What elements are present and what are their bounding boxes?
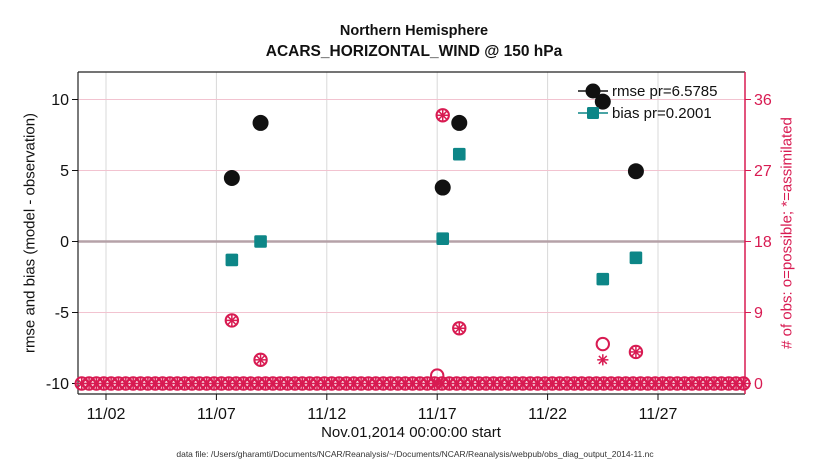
y-left-tick-label: 10: [51, 92, 69, 109]
obs-assimilated-point: [226, 314, 238, 326]
data-file-caption: data file: /Users/gharamti/Documents/NCA…: [176, 449, 654, 459]
rmse-point: [434, 179, 451, 196]
obs-possible-point: [224, 313, 240, 328]
y-left-tick-label: 5: [60, 163, 69, 180]
series-filled-circle: [223, 93, 644, 196]
x-axis-label: Nov.01,2014 00:00:00 start: [321, 424, 501, 441]
legend-label-bias: bias pr=0.2001: [612, 104, 712, 122]
y-left-tick-label: -10: [46, 376, 69, 393]
rmse-point: [627, 163, 644, 180]
chart-title: Northern Hemisphere: [339, 23, 489, 39]
zero-obs-row: [74, 376, 751, 391]
y-left-tick-label: -5: [55, 305, 69, 322]
obs-assimilated-point: [630, 346, 642, 358]
chart-subtitle: ACARS_HORIZONTAL_WIND @ 150 hPa: [265, 43, 563, 60]
y-left-tick-label: 0: [60, 234, 69, 251]
rmse-point: [223, 170, 240, 187]
x-tick-label: 11/22: [528, 406, 567, 423]
bias-point: [596, 272, 610, 286]
obs-assimilated-point: [437, 109, 449, 121]
x-tick-label: 11/02: [87, 406, 126, 423]
legend-label-rmse: rmse pr=6.5785: [612, 82, 718, 100]
bias-point: [225, 253, 239, 267]
axis-ticks: 11/02 11/07 11/12 11/17 11/22 11/27 -10 -5 0 5 10 0…: [46, 92, 772, 423]
obs-possible-point: [435, 108, 450, 123]
legend-item-rmse: rmse pr=6.5785: [577, 80, 717, 102]
obs-possible-point: [452, 321, 467, 336]
series-filled-square: [225, 147, 643, 286]
legend: rmse pr=6.5785 bias pr=0.2001: [577, 80, 717, 124]
obs-assimilated-point: [254, 354, 267, 366]
legend-marker-bias-square-icon: [578, 107, 608, 119]
bias-point: [452, 147, 466, 161]
bias-point: [254, 235, 267, 248]
obs-possible-point: [736, 376, 751, 391]
x-tick-label: 11/27: [639, 406, 678, 423]
y-right-tick-label: 9: [754, 305, 763, 322]
rmse-point: [594, 93, 611, 110]
vertical-gridlines: [105, 72, 659, 394]
y-right-tick-label: 27: [754, 163, 772, 180]
series-asterisk: [226, 109, 642, 390]
obs-assimilated-point: [597, 354, 609, 366]
rmse-point: [451, 114, 468, 131]
bias-point: [629, 251, 643, 265]
y-right-tick-label: 0: [754, 376, 763, 393]
y-right-tick-label: 18: [754, 234, 772, 251]
series-open-circle: [224, 108, 644, 383]
obs-assimilated-point: [737, 377, 750, 390]
obs-possible-point: [595, 336, 610, 352]
obs-assimilated-point: [453, 322, 465, 334]
legend-marker-rmse-circle-icon: [578, 83, 608, 99]
legend-item-bias: bias pr=0.2001: [577, 102, 717, 124]
obs-possible-point: [628, 344, 644, 360]
right-axis-label: # of obs: o=possible; *=assimilated: [778, 117, 796, 349]
x-tick-label: 11/12: [307, 406, 346, 423]
left-axis-label: rmse and bias (model - observation): [21, 112, 39, 354]
obs-assimilated-point: [431, 377, 443, 390]
bias-point: [436, 232, 450, 245]
rmse-point: [252, 114, 269, 131]
x-tick-label: 11/07: [197, 406, 236, 423]
y-right-tick-label: 36: [754, 92, 772, 109]
x-tick-label: 11/17: [418, 406, 457, 423]
obs-possible-point: [253, 352, 268, 368]
